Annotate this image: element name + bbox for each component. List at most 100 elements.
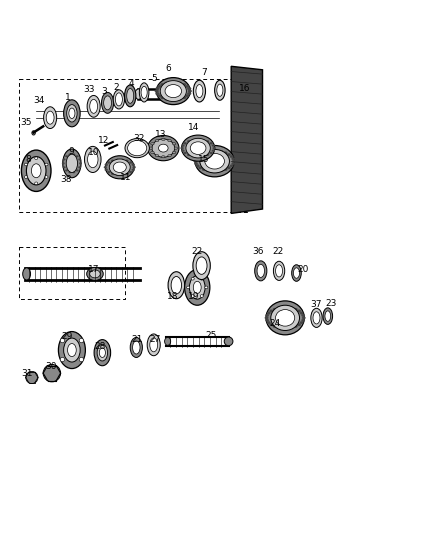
Ellipse shape (150, 338, 158, 352)
Text: 38: 38 (60, 175, 71, 184)
Text: 11: 11 (120, 173, 131, 182)
Ellipse shape (181, 144, 184, 147)
Ellipse shape (202, 151, 205, 154)
Ellipse shape (188, 90, 192, 92)
Ellipse shape (281, 327, 285, 329)
Ellipse shape (169, 81, 173, 84)
Ellipse shape (32, 131, 35, 135)
Ellipse shape (196, 165, 199, 167)
Text: 5: 5 (152, 74, 158, 83)
Ellipse shape (168, 272, 185, 298)
Ellipse shape (267, 312, 270, 314)
Ellipse shape (155, 90, 159, 92)
Ellipse shape (301, 319, 305, 321)
Ellipse shape (125, 160, 128, 162)
Ellipse shape (301, 314, 305, 317)
Ellipse shape (113, 162, 126, 173)
Ellipse shape (45, 176, 48, 179)
Ellipse shape (206, 169, 209, 172)
Ellipse shape (65, 156, 68, 157)
Ellipse shape (155, 87, 159, 90)
Text: 33: 33 (84, 85, 95, 94)
Ellipse shape (127, 88, 134, 103)
Ellipse shape (273, 308, 276, 311)
Ellipse shape (198, 153, 202, 156)
Text: 37: 37 (311, 300, 322, 309)
Ellipse shape (196, 257, 207, 274)
Ellipse shape (269, 324, 273, 326)
Ellipse shape (276, 265, 283, 277)
Ellipse shape (26, 157, 46, 185)
Ellipse shape (294, 308, 297, 311)
Ellipse shape (205, 286, 208, 289)
Text: 10: 10 (88, 148, 99, 157)
Ellipse shape (185, 85, 189, 88)
Ellipse shape (102, 92, 114, 114)
Ellipse shape (266, 301, 304, 335)
Ellipse shape (87, 95, 100, 117)
Ellipse shape (198, 166, 202, 169)
Ellipse shape (76, 156, 78, 157)
Ellipse shape (67, 344, 76, 357)
Ellipse shape (193, 252, 210, 279)
Ellipse shape (267, 321, 270, 324)
Ellipse shape (206, 150, 209, 153)
Ellipse shape (265, 314, 269, 317)
Text: 25: 25 (205, 331, 217, 340)
Ellipse shape (151, 151, 154, 154)
Ellipse shape (132, 169, 135, 171)
Ellipse shape (277, 326, 280, 329)
Ellipse shape (111, 160, 114, 162)
Ellipse shape (269, 310, 273, 312)
Ellipse shape (169, 99, 173, 101)
Ellipse shape (191, 278, 194, 280)
Text: 19: 19 (188, 292, 199, 301)
Ellipse shape (69, 171, 71, 173)
Ellipse shape (196, 85, 203, 98)
Text: 6: 6 (166, 64, 171, 74)
Ellipse shape (194, 162, 198, 165)
Ellipse shape (69, 154, 71, 155)
Ellipse shape (174, 147, 177, 149)
Ellipse shape (220, 150, 223, 153)
Ellipse shape (165, 98, 168, 100)
Ellipse shape (194, 157, 198, 160)
Ellipse shape (181, 150, 184, 152)
Ellipse shape (124, 85, 136, 107)
Ellipse shape (192, 139, 194, 141)
Ellipse shape (277, 307, 280, 310)
Ellipse shape (187, 140, 190, 142)
Text: 12: 12 (99, 136, 110, 145)
Ellipse shape (187, 92, 191, 95)
Ellipse shape (152, 139, 175, 157)
Ellipse shape (147, 334, 160, 356)
Ellipse shape (200, 278, 203, 280)
Ellipse shape (187, 154, 190, 156)
Ellipse shape (196, 155, 199, 158)
Ellipse shape (156, 78, 190, 104)
Text: 9: 9 (68, 147, 74, 156)
Ellipse shape (66, 154, 78, 173)
Ellipse shape (60, 357, 64, 362)
Ellipse shape (215, 80, 225, 100)
Ellipse shape (88, 151, 98, 168)
Ellipse shape (135, 89, 142, 99)
Ellipse shape (151, 143, 154, 145)
Ellipse shape (155, 92, 159, 95)
Ellipse shape (271, 305, 300, 330)
Ellipse shape (104, 166, 107, 168)
Ellipse shape (173, 151, 176, 154)
Ellipse shape (78, 166, 81, 168)
Ellipse shape (185, 94, 189, 97)
Ellipse shape (297, 324, 301, 326)
Ellipse shape (160, 80, 186, 102)
Ellipse shape (160, 83, 164, 86)
Ellipse shape (232, 157, 235, 160)
Ellipse shape (78, 158, 81, 160)
Ellipse shape (173, 143, 176, 145)
Ellipse shape (227, 153, 231, 156)
Ellipse shape (311, 308, 322, 327)
Ellipse shape (201, 139, 205, 141)
Ellipse shape (232, 160, 236, 163)
Text: 24: 24 (269, 319, 280, 328)
